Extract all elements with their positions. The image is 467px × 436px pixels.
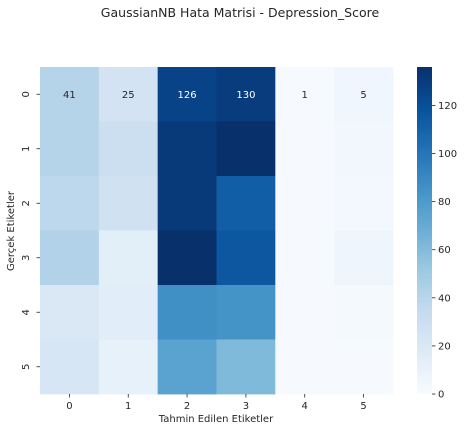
heatmap-cell-r4-c1 — [98, 285, 159, 340]
heatmap-cell-r3-c0 — [40, 230, 100, 286]
heatmap-cell-r1-c4 — [275, 121, 335, 177]
heatmap-cell-r5-c5 — [334, 339, 394, 395]
heatmap-cell-r5-c3 — [216, 339, 276, 395]
heatmap-cell-r4-c4 — [275, 285, 335, 340]
cell-label-r0-c1: 25 — [122, 90, 135, 101]
x-tick-label-2: 2 — [184, 401, 190, 412]
heatmap-cell-r2-c4 — [275, 176, 335, 231]
y-axis-ticks: 0 1 2 3 4 5 — [21, 91, 40, 370]
x-tick-label-0: 0 — [66, 401, 72, 412]
y-tick-label-0: 0 — [21, 91, 32, 97]
heatmap-cell-r5-c4 — [275, 339, 335, 395]
cell-label-r0-c3: 130 — [236, 90, 255, 101]
x-tick-label-5: 5 — [360, 401, 366, 412]
heatmap-cell-r0-c2 — [157, 67, 217, 122]
heatmap-cell-r4-c0 — [40, 285, 100, 340]
y-tick-label-5: 5 — [21, 364, 32, 370]
colorbar-tick-label-2: 40 — [438, 293, 451, 304]
colorbar-tick-label-5: 100 — [438, 149, 457, 160]
heatmap-cell-r4-c3 — [216, 285, 276, 340]
heatmap-cell-r2-c1 — [98, 176, 159, 231]
colorbar-tick-label-0: 0 — [438, 390, 444, 401]
heatmap-cell-r1-c2 — [157, 121, 217, 177]
heatmap-cell-r4-c5 — [334, 285, 394, 340]
colorbar-tick-label-3: 60 — [438, 245, 451, 256]
heatmap-cell-r1-c5 — [334, 121, 394, 177]
cell-label-r0-c0: 41 — [63, 90, 76, 101]
heatmap-cell-r2-c0 — [40, 176, 100, 231]
y-tick-label-2: 2 — [21, 200, 32, 206]
colorbar-tick-label-1: 20 — [438, 341, 451, 352]
heatmap-cell-r0-c5 — [334, 67, 394, 122]
heatmap-cell-r4-c2 — [157, 285, 217, 340]
cell-label-r0-c2: 126 — [178, 90, 197, 101]
cell-labels: 41 25 126 130 1 5 — [63, 90, 367, 101]
heatmap-cell-r3-c5 — [334, 230, 394, 286]
heatmap-cell-r0-c1 — [98, 67, 159, 122]
heatmap-cell-r5-c1 — [98, 339, 159, 395]
heatmap-cells — [40, 67, 394, 395]
heatmap-cell-r1-c1 — [98, 121, 159, 177]
heatmap-cell-r3-c2 — [157, 230, 217, 286]
heatmap-cell-r2-c5 — [334, 176, 394, 231]
heatmap-cell-r3-c4 — [275, 230, 335, 286]
y-tick-label-1: 1 — [21, 146, 32, 152]
colorbar-ticks: 0 20 40 60 80 100 120 — [432, 101, 457, 401]
colorbar — [417, 67, 432, 394]
heatmap-cell-r3-c3 — [216, 230, 276, 286]
heatmap-cell-r1-c0 — [40, 121, 100, 177]
y-tick-label-4: 4 — [21, 309, 32, 315]
chart-title: GaussianNB Hata Matrisi - Depression_Sco… — [101, 5, 380, 20]
heatmap-cell-r0-c4 — [275, 67, 335, 122]
heatmap-cell-r0-c0 — [40, 67, 100, 122]
heatmap-cell-r5-c2 — [157, 339, 217, 395]
x-tick-label-4: 4 — [302, 401, 308, 412]
cell-label-r0-c4: 1 — [302, 90, 308, 101]
x-axis-label: Tahmin Edilen Etiketler — [158, 414, 274, 425]
x-axis-ticks: 0 1 2 3 4 5 — [66, 394, 367, 412]
x-tick-label-1: 1 — [125, 401, 131, 412]
heatmap-cell-r3-c1 — [98, 230, 159, 286]
colorbar-tick-label-4: 80 — [438, 197, 451, 208]
x-tick-label-3: 3 — [243, 401, 249, 412]
heatmap-cell-r0-c3 — [216, 67, 276, 122]
cell-label-r0-c5: 5 — [360, 90, 366, 101]
heatmap-cell-r2-c2 — [157, 176, 217, 231]
colorbar-tick-label-6: 120 — [438, 101, 457, 112]
heatmap-cell-r5-c0 — [40, 339, 100, 395]
y-tick-label-3: 3 — [21, 255, 32, 261]
heatmap-cell-r1-c3 — [216, 121, 276, 177]
y-axis-label: Gerçek Etiketler — [6, 190, 17, 271]
heatmap-cell-r2-c3 — [216, 176, 276, 231]
